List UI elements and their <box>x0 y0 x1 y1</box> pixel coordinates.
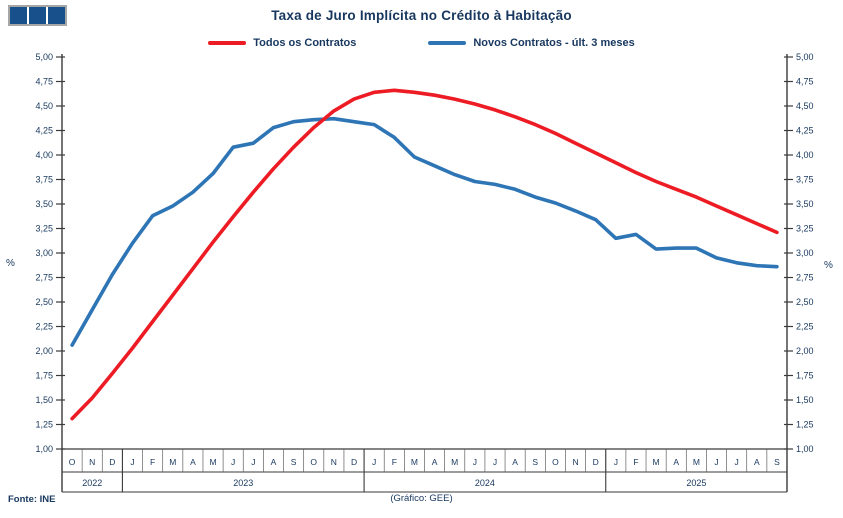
svg-text:S: S <box>774 457 780 467</box>
legend-line-blue <box>428 41 467 45</box>
svg-text:1,00: 1,00 <box>796 444 814 454</box>
svg-text:2025: 2025 <box>686 478 706 488</box>
svg-text:%: % <box>6 258 15 269</box>
svg-text:S: S <box>532 457 538 467</box>
source-note: Fonte: INE <box>8 494 56 505</box>
svg-text:2024: 2024 <box>475 478 495 488</box>
svg-text:A: A <box>754 457 760 467</box>
svg-text:4,50: 4,50 <box>35 101 53 111</box>
svg-text:1,25: 1,25 <box>796 420 814 430</box>
legend-item-all-contracts: Todos os Contratos <box>208 37 356 49</box>
svg-text:D: D <box>351 457 357 467</box>
svg-text:3,00: 3,00 <box>35 248 53 258</box>
svg-text:J: J <box>735 457 739 467</box>
svg-text:A: A <box>271 457 277 467</box>
svg-text:4,00: 4,00 <box>796 150 814 160</box>
svg-text:1,25: 1,25 <box>35 420 53 430</box>
svg-text:M: M <box>693 457 700 467</box>
svg-text:4,75: 4,75 <box>35 77 53 87</box>
svg-text:A: A <box>512 457 518 467</box>
svg-text:A: A <box>432 457 438 467</box>
svg-text:M: M <box>169 457 176 467</box>
svg-text:N: N <box>331 457 337 467</box>
svg-text:2023: 2023 <box>233 478 253 488</box>
svg-text:F: F <box>150 457 155 467</box>
svg-text:D: D <box>593 457 599 467</box>
svg-text:5,00: 5,00 <box>35 52 53 62</box>
legend-item-new-contracts: Novos Contratos - últ. 3 meses <box>428 37 635 49</box>
svg-text:2,50: 2,50 <box>796 297 814 307</box>
svg-text:1,00: 1,00 <box>35 444 53 454</box>
svg-text:3,25: 3,25 <box>35 224 53 234</box>
svg-text:3,75: 3,75 <box>796 175 814 185</box>
svg-text:O: O <box>69 457 76 467</box>
svg-text:4,25: 4,25 <box>796 126 814 136</box>
svg-text:4,75: 4,75 <box>796 77 814 87</box>
svg-text:3,50: 3,50 <box>35 199 53 209</box>
svg-text:M: M <box>653 457 660 467</box>
legend: Todos os Contratos Novos Contratos - últ… <box>0 37 843 49</box>
series-line <box>70 88 779 421</box>
svg-text:J: J <box>714 457 718 467</box>
svg-text:D: D <box>109 457 115 467</box>
svg-text:4,00: 4,00 <box>35 150 53 160</box>
svg-text:1,75: 1,75 <box>35 371 53 381</box>
svg-text:4,25: 4,25 <box>35 126 53 136</box>
chart-title: Taxa de Juro Implícita no Crédito à Habi… <box>271 8 572 23</box>
legend-label-new-contracts: Novos Contratos - últ. 3 meses <box>473 37 635 49</box>
svg-text:J: J <box>473 457 477 467</box>
svg-text:M: M <box>451 457 458 467</box>
svg-text:2,25: 2,25 <box>796 322 814 332</box>
legend-label-all-contracts: Todos os Contratos <box>253 37 357 49</box>
svg-text:O: O <box>552 457 559 467</box>
logo-square <box>48 7 65 24</box>
svg-text:%: % <box>824 260 833 271</box>
svg-text:2,00: 2,00 <box>796 346 814 356</box>
svg-text:2,75: 2,75 <box>796 273 814 283</box>
svg-text:J: J <box>614 457 618 467</box>
chart-credit: (Gráfico: GEE) <box>390 493 453 504</box>
logo-square <box>29 7 46 24</box>
svg-text:2,25: 2,25 <box>35 322 53 332</box>
svg-text:2,50: 2,50 <box>35 297 53 307</box>
svg-text:J: J <box>251 457 255 467</box>
svg-text:N: N <box>89 457 95 467</box>
svg-text:M: M <box>209 457 216 467</box>
svg-text:J: J <box>231 457 235 467</box>
svg-text:3,50: 3,50 <box>796 199 814 209</box>
svg-text:3,25: 3,25 <box>796 224 814 234</box>
svg-text:A: A <box>673 457 679 467</box>
svg-text:F: F <box>392 457 397 467</box>
svg-text:O: O <box>310 457 317 467</box>
svg-text:2022: 2022 <box>82 478 102 488</box>
svg-text:N: N <box>572 457 578 467</box>
svg-text:J: J <box>130 457 134 467</box>
svg-text:J: J <box>372 457 376 467</box>
svg-text:J: J <box>493 457 497 467</box>
svg-text:2,75: 2,75 <box>35 273 53 283</box>
logo <box>8 5 67 26</box>
svg-text:M: M <box>411 457 418 467</box>
svg-text:F: F <box>633 457 638 467</box>
logo-square <box>10 7 27 24</box>
svg-text:1,75: 1,75 <box>796 371 814 381</box>
svg-text:1,50: 1,50 <box>796 395 814 405</box>
svg-text:5,00: 5,00 <box>796 52 814 62</box>
legend-line-red <box>208 41 247 45</box>
svg-text:1,50: 1,50 <box>35 395 53 405</box>
svg-text:3,00: 3,00 <box>796 248 814 258</box>
series-line <box>70 116 779 347</box>
svg-text:A: A <box>190 457 196 467</box>
svg-text:4,50: 4,50 <box>796 101 814 111</box>
svg-text:S: S <box>291 457 297 467</box>
svg-text:2,00: 2,00 <box>35 346 53 356</box>
svg-text:3,75: 3,75 <box>35 175 53 185</box>
